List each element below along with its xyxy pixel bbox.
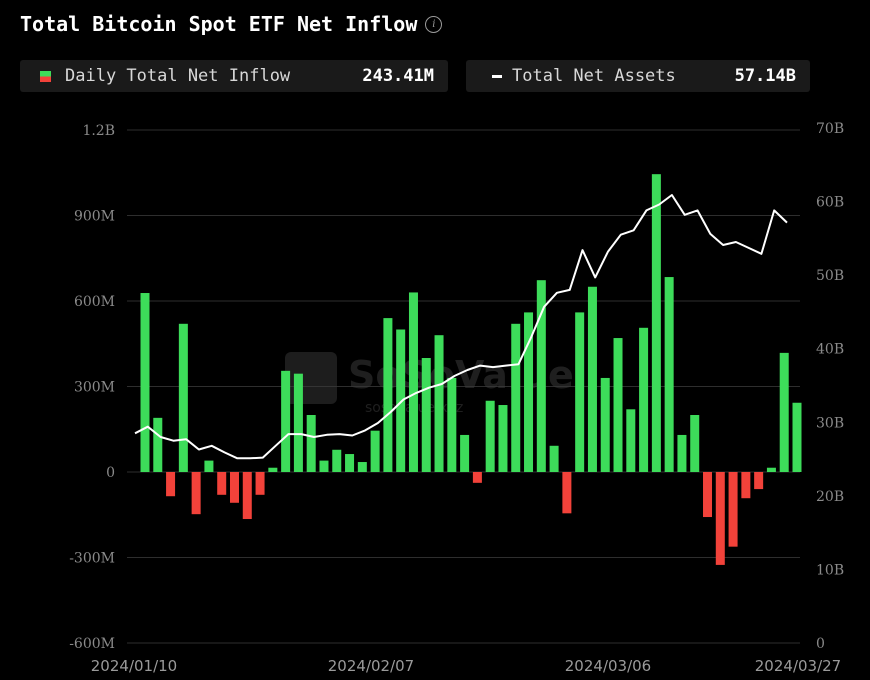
inflow-bar[interactable] <box>741 472 751 499</box>
inflow-bar[interactable] <box>383 318 393 472</box>
inflow-bar[interactable] <box>575 312 585 472</box>
legend-assets-label: Total Net Assets <box>512 66 676 86</box>
inflow-bar[interactable] <box>178 323 188 472</box>
inflow-bar[interactable] <box>549 445 559 472</box>
inflow-bar[interactable] <box>293 373 303 472</box>
inflow-bar[interactable] <box>281 370 291 472</box>
left-axis-tick: 900M <box>74 209 115 225</box>
right-axis-tick: 20B <box>816 489 844 505</box>
assets-line <box>134 194 788 460</box>
inflow-bar[interactable] <box>639 327 649 472</box>
inflow-bars <box>140 174 802 565</box>
left-axis-tick: 0 <box>106 465 115 481</box>
inflow-bar[interactable] <box>779 352 789 472</box>
x-axis-date-label: 2024/03/06 <box>565 657 651 675</box>
inflow-bar[interactable] <box>728 472 738 547</box>
inflow-bar[interactable] <box>332 449 342 472</box>
left-axis-tick: -300M <box>69 551 115 567</box>
inflow-bar[interactable] <box>306 415 316 472</box>
line-swatch-icon <box>492 74 502 78</box>
inflow-bar[interactable] <box>319 460 329 472</box>
left-axis-tick: -600M <box>69 636 115 652</box>
inflow-bar[interactable] <box>153 417 163 472</box>
inflow-bar[interactable] <box>690 415 700 472</box>
inflow-bar[interactable] <box>792 402 802 472</box>
inflow-bar[interactable] <box>677 434 687 472</box>
inflow-bar[interactable] <box>229 472 239 503</box>
inflow-bar[interactable] <box>536 280 546 472</box>
inflow-bar[interactable] <box>217 472 227 495</box>
inflow-bar[interactable] <box>703 472 713 518</box>
inflow-bar[interactable] <box>498 405 508 472</box>
inflow-bar[interactable] <box>651 174 661 473</box>
legend-inflow-label: Daily Total Net Inflow <box>65 66 291 86</box>
inflow-bar[interactable] <box>664 277 674 472</box>
right-axis-tick: 40B <box>816 342 844 358</box>
bar-swatch-icon <box>40 70 51 82</box>
inflow-bar[interactable] <box>357 462 367 472</box>
inflow-bar[interactable] <box>613 338 623 472</box>
inflow-bar[interactable] <box>242 472 252 520</box>
inflow-bar[interactable] <box>485 400 495 472</box>
info-icon[interactable]: i <box>425 15 443 33</box>
left-axis: 1.2B 900M 600M 300M 0 -300M -600M <box>69 123 115 652</box>
right-axis-tick: 70B <box>816 121 844 137</box>
inflow-bar[interactable] <box>370 430 380 472</box>
right-axis-tick: 50B <box>816 268 844 284</box>
inflow-bar[interactable] <box>166 472 176 497</box>
grid-lines <box>127 129 800 644</box>
watermark-logo-icon <box>285 352 337 404</box>
inflow-bar[interactable] <box>345 454 355 472</box>
legend-inflow-value: 243.41M <box>362 66 434 86</box>
left-axis-tick: 600M <box>74 294 115 310</box>
inflow-bar[interactable] <box>191 472 201 515</box>
inflow-bar[interactable] <box>421 358 431 472</box>
inflow-bar[interactable] <box>396 329 406 473</box>
right-axis: 70B 60B 50B 40B 30B 20B 10B 0 <box>816 121 844 652</box>
total-net-assets-line[interactable] <box>134 194 788 460</box>
left-axis-tick: 1.2B <box>82 123 115 139</box>
chart-title: Total Bitcoin Spot ETF Net Inflow <box>20 12 418 36</box>
x-axis: 2024/01/10 2024/02/07 2024/03/06 2024/03/27 <box>91 657 841 675</box>
x-axis-date-label: 2024/02/07 <box>328 657 414 675</box>
inflow-bar[interactable] <box>715 472 725 565</box>
inflow-bar[interactable] <box>255 472 265 495</box>
inflow-bar[interactable] <box>472 472 482 483</box>
right-axis-tick: 60B <box>816 195 844 211</box>
inflow-bar[interactable] <box>447 377 457 472</box>
inflow-bar[interactable] <box>524 312 534 472</box>
inflow-bar[interactable] <box>434 335 444 472</box>
inflow-bar[interactable] <box>766 467 776 472</box>
chart-header: Total Bitcoin Spot ETF Net Inflow i <box>20 12 443 36</box>
right-axis-tick: 30B <box>816 415 844 431</box>
inflow-bar[interactable] <box>587 286 597 472</box>
inflow-bar[interactable] <box>268 467 278 472</box>
legend-assets[interactable]: Total Net Assets 57.14B <box>466 60 810 92</box>
inflow-bar[interactable] <box>626 409 636 472</box>
legend-inflow[interactable]: Daily Total Net Inflow 243.41M <box>20 60 448 92</box>
inflow-bar[interactable] <box>140 293 150 472</box>
right-axis-tick: 10B <box>816 562 844 578</box>
left-axis-tick: 300M <box>74 380 115 396</box>
x-axis-date-label: 2024/01/10 <box>91 657 177 675</box>
inflow-bar[interactable] <box>600 377 610 472</box>
inflow-bar[interactable] <box>408 292 418 472</box>
x-axis-date-label: 2024/03/27 <box>755 657 841 675</box>
inflow-bar[interactable] <box>204 460 214 472</box>
inflow-bar[interactable] <box>562 472 572 514</box>
right-axis-tick: 0 <box>816 636 825 652</box>
legend-assets-value: 57.14B <box>734 66 796 86</box>
inflow-bar[interactable] <box>511 323 521 472</box>
inflow-bar[interactable] <box>754 472 764 490</box>
inflow-bar[interactable] <box>460 434 470 472</box>
